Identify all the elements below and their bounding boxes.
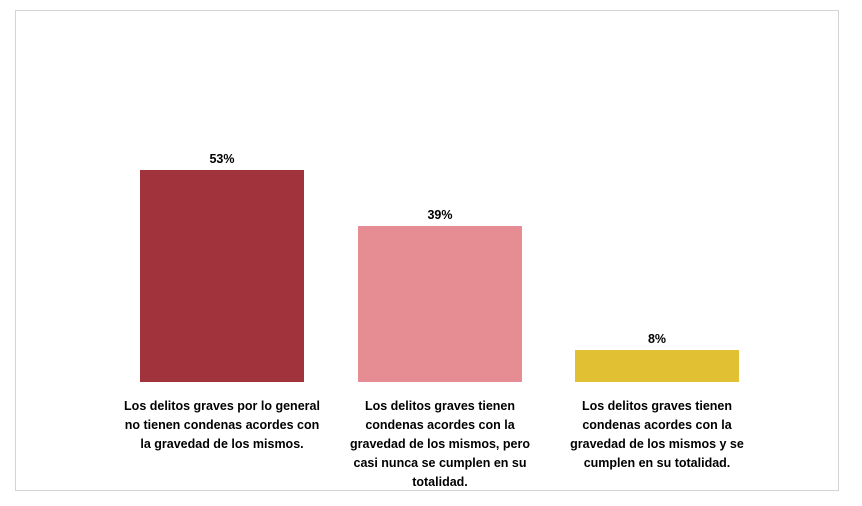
data-label: 53% — [209, 152, 234, 166]
category-label: Los delitos graves tienen condenas acord… — [350, 399, 530, 489]
bar — [358, 226, 522, 382]
category-label: Los delitos graves por lo general no tie… — [124, 399, 320, 451]
data-label: 39% — [427, 208, 452, 222]
category-label: Los delitos graves tienen condenas acord… — [570, 399, 744, 470]
bar — [575, 350, 739, 382]
data-label: 8% — [648, 332, 666, 346]
bar — [140, 170, 304, 382]
